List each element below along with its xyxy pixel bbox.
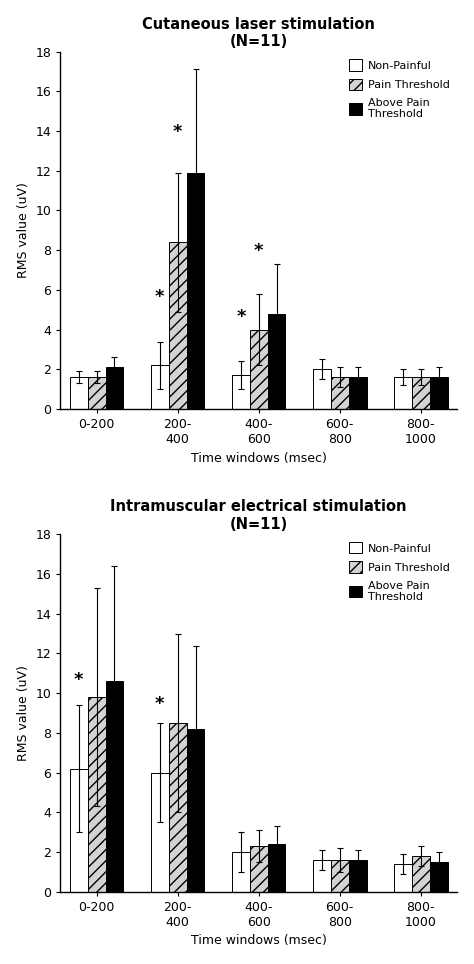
Bar <box>313 860 331 892</box>
Bar <box>151 365 169 409</box>
Bar <box>232 375 250 409</box>
Bar <box>151 772 169 892</box>
Text: *: * <box>236 308 246 326</box>
Bar <box>250 330 268 409</box>
Y-axis label: RMS value (uV): RMS value (uV) <box>17 182 30 279</box>
Bar <box>106 367 123 409</box>
Title: Cutaneous laser stimulation
(N=11): Cutaneous laser stimulation (N=11) <box>142 16 375 49</box>
Bar <box>268 313 285 409</box>
Legend: Non-Painful, Pain Threshold, Above Pain
Threshold: Non-Painful, Pain Threshold, Above Pain … <box>346 57 452 121</box>
Bar <box>394 377 412 409</box>
Y-axis label: RMS value (uV): RMS value (uV) <box>17 665 30 761</box>
Bar <box>187 729 204 892</box>
Bar <box>430 377 447 409</box>
Bar <box>394 864 412 892</box>
Text: *: * <box>74 671 83 689</box>
X-axis label: Time windows (msec): Time windows (msec) <box>191 452 327 465</box>
Bar <box>331 860 349 892</box>
Bar <box>187 173 204 409</box>
Legend: Non-Painful, Pain Threshold, Above Pain
Threshold: Non-Painful, Pain Threshold, Above Pain … <box>346 540 452 604</box>
Bar <box>169 723 187 892</box>
Bar <box>169 242 187 409</box>
Bar <box>232 852 250 892</box>
Bar <box>313 369 331 409</box>
Bar <box>412 377 430 409</box>
Bar <box>331 377 349 409</box>
Bar <box>250 846 268 892</box>
Text: *: * <box>173 123 182 141</box>
Bar <box>430 862 447 892</box>
Bar <box>88 697 106 892</box>
Text: *: * <box>155 695 164 713</box>
Text: *: * <box>155 288 164 306</box>
Bar <box>268 844 285 892</box>
Bar <box>88 377 106 409</box>
Title: Intramuscular electrical stimulation
(N=11): Intramuscular electrical stimulation (N=… <box>110 499 407 532</box>
Text: *: * <box>254 242 264 260</box>
Bar <box>106 682 123 892</box>
Bar <box>349 860 366 892</box>
Bar <box>70 377 88 409</box>
Bar <box>70 768 88 892</box>
X-axis label: Time windows (msec): Time windows (msec) <box>191 934 327 948</box>
Bar <box>349 377 366 409</box>
Bar <box>412 856 430 892</box>
